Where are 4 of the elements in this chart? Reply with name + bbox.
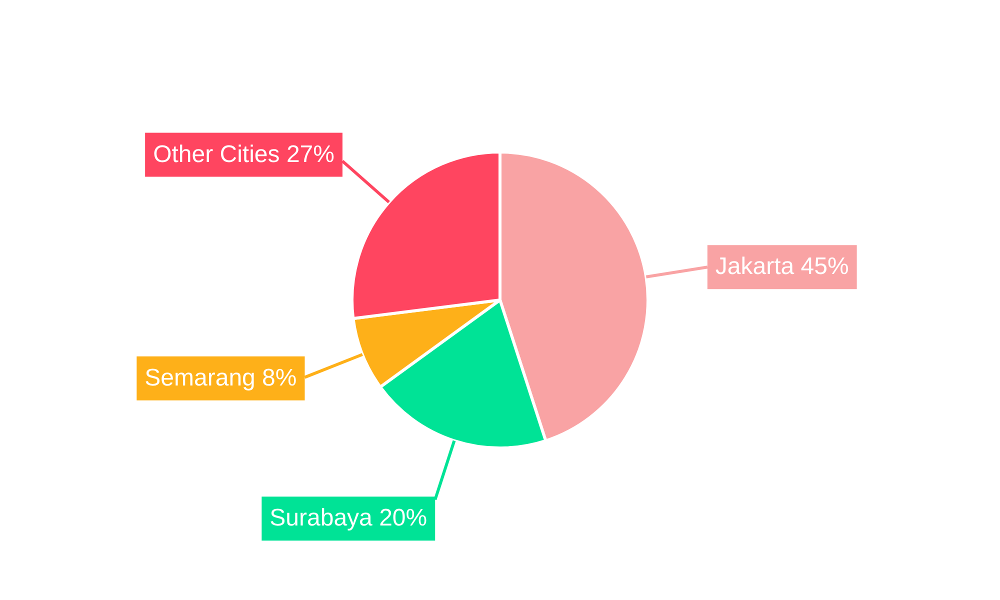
slice-label: Surabaya 20%: [270, 504, 428, 532]
slice-label: Other Cities 27%: [153, 140, 334, 168]
slice-label: Semarang 8%: [144, 364, 297, 392]
slice-label: Jakarta 45%: [715, 253, 849, 280]
